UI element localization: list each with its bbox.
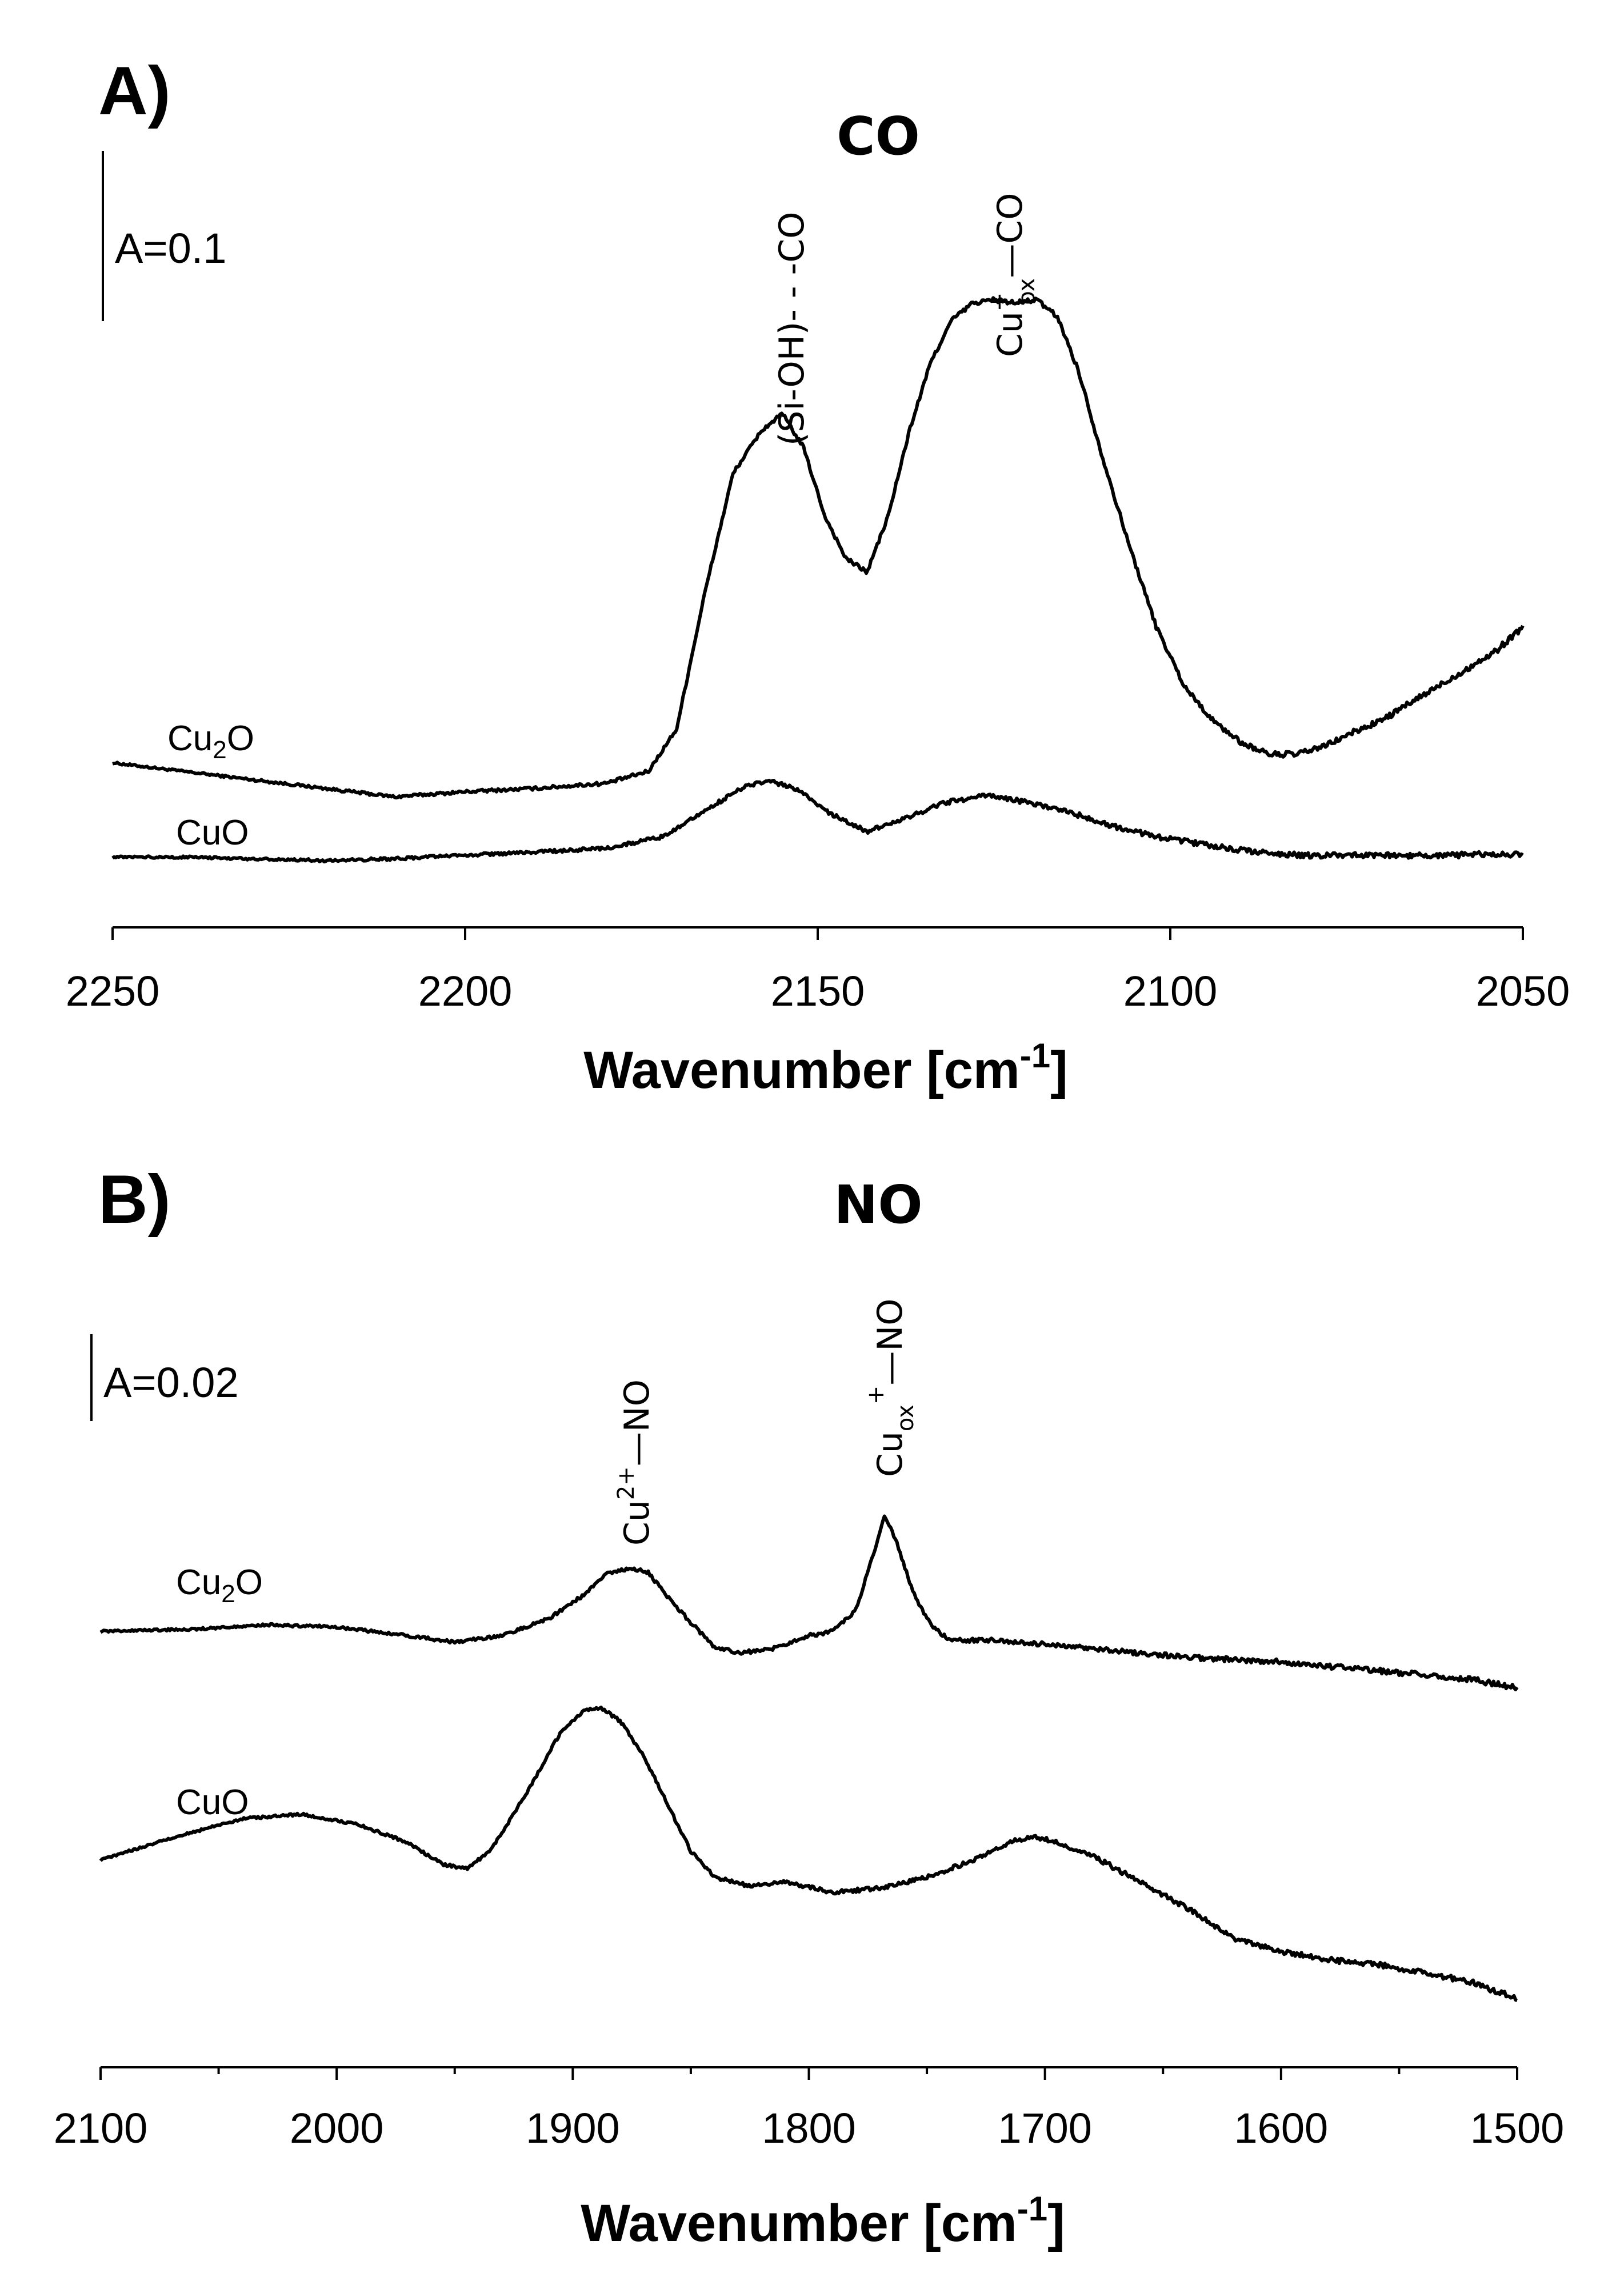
x-tick-label: 1900 [526,2104,620,2152]
panel-b-scale-label: A=0.02 [103,1359,239,1406]
x-tick-label: 2000 [290,2104,384,2152]
panel-b-series-cuo-label: CuO [176,1783,249,1822]
panel-a-series-cu2o-line [112,296,1525,800]
x-tick-label: 1700 [998,2104,1092,2152]
panel-a-title: CO [837,106,920,167]
x-tick-label: 2250 [66,967,160,1015]
panel-b-series-cuo-line [99,1706,1518,2002]
panel-a-x-axis-title: Wavenumber [cm-1] [583,1037,1067,1099]
x-tick-label: 2100 [54,2104,148,2152]
panel-b-no-spectrum: B) NO A=0.02 Cu2O CuO Cu2+—NO Cuox+—NO 2… [54,1161,1565,2252]
x-tick-label: 2100 [1123,967,1218,1015]
panel-b-label: B) [98,1161,171,1238]
panel-a-annotation-sioh-co: (Si-OH)- - -CO [772,212,812,446]
panel-b-series-cu2o-label: Cu2O [176,1563,263,1608]
panel-b-annotation-cuox-no: Cuox+—NO [863,1299,919,1477]
panel-a-annotation-cuox-co: Cu+ox—CO [986,193,1040,357]
x-tick-label: 1800 [762,2104,856,2152]
panel-a-scale-label: A=0.1 [115,225,226,272]
x-tick-label: 1500 [1470,2104,1565,2152]
x-tick-label: 2150 [771,967,865,1015]
panel-a-label: A) [98,53,171,129]
panel-b-series-cu2o-line [99,1514,1519,1691]
panel-a-series-cu2o-label: Cu2O [167,719,254,764]
panel-b-title: NO [834,1174,922,1235]
panel-a-x-ticks: 2250 2200 2150 2100 2050 [66,927,1570,1015]
x-tick-label: 2200 [418,967,513,1015]
x-tick-label: 2050 [1476,967,1570,1015]
panel-a-series-cuo-label: CuO [176,813,249,853]
panel-a-co-spectrum: A) CO A=0.1 Cu2O CuO (Si-OH)- - -CO Cu+o… [66,53,1570,1099]
panel-b-x-axis-title: Wavenumber [cm-1] [581,2190,1065,2252]
panel-b-annotation-cu2plus-no: Cu2+—NO [613,1379,657,1546]
x-tick-label: 1600 [1234,2104,1329,2152]
panel-b-x-ticks: 2100 2000 1900 1800 1700 1600 1500 [54,2067,1565,2152]
panel-a-series-cuo-line [111,778,1524,864]
